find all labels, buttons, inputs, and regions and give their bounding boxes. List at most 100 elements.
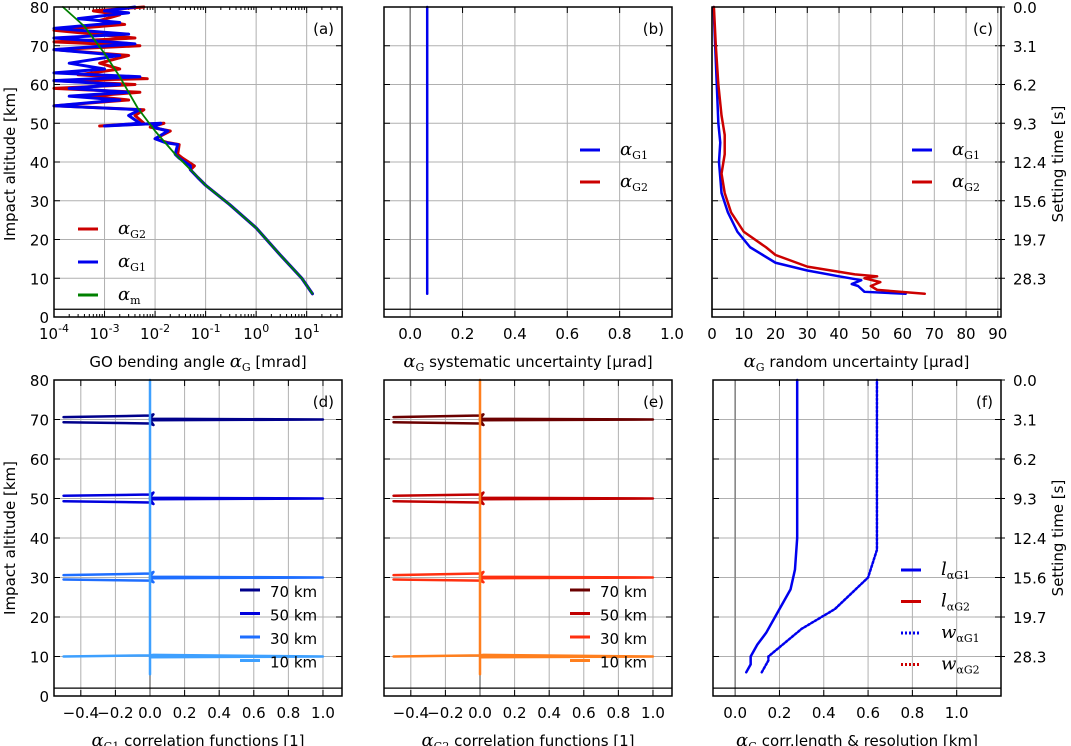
tick-label-x: 70	[925, 325, 944, 343]
tick-label-x: 0.8	[276, 704, 300, 722]
legend-label: αG1	[952, 139, 980, 162]
tick-label-exponent: 1	[313, 322, 320, 335]
plot-frame	[383, 6, 673, 318]
legend-label: αG2	[952, 171, 980, 194]
legend-label-subscript: m	[130, 294, 141, 307]
tick-label-base: 10	[140, 325, 159, 343]
tick-label-x: 10-1	[191, 322, 221, 343]
x-axis-label-subscript: G1	[104, 740, 120, 746]
tick-label-x: 101	[294, 322, 320, 343]
tick-label-y: 60	[30, 77, 49, 95]
tick-label-y: 0	[39, 309, 49, 327]
tick-label-x: 10	[734, 325, 753, 343]
x-axis-label-text: GO bending angle	[89, 353, 229, 371]
legend-label-symbol: α	[118, 218, 130, 239]
legend-label-symbol: α	[620, 139, 632, 160]
tick-label-exponent: -2	[159, 322, 170, 335]
y-axis-label-bottom: Impact altitude [km]	[1, 461, 19, 615]
legend-label-symbol: α	[620, 171, 632, 192]
panel-f: 0.0 0.2 0.4 0.6 0.8 1.0 (f) αG corr.length & re…	[712, 372, 1046, 746]
tick-label-x: 0.8	[900, 704, 924, 722]
panel-e: −0.4−0.2 0.0 0.2 0.4 0.6 0.8 1.0 (e) αG2 correla…	[383, 378, 673, 746]
tick-label-right: 6.2	[1013, 77, 1037, 95]
tick-label-x: 1.0	[641, 704, 665, 722]
x-axis-label-subscript: G	[748, 740, 757, 746]
legend-label: 10 km	[270, 654, 317, 672]
tick-label-x: 1.0	[945, 704, 969, 722]
tick-label-x: 0.2	[503, 704, 527, 722]
tick-label-x: 0.2	[173, 704, 197, 722]
x-axis-label: GO bending angle αG [mrad]	[89, 351, 306, 374]
tick-label-y: 80	[30, 372, 49, 390]
x-axis-label: αG1 correlation functions [1]	[91, 730, 304, 746]
x-axis-label-symbol: α	[403, 351, 415, 372]
tick-label-right: 15.6	[1013, 193, 1046, 211]
x-axis-label-subscript: G	[242, 361, 251, 374]
plot-frame	[383, 379, 673, 697]
legend-label-subscript: αG1	[956, 632, 979, 645]
tick-label-base: 10	[90, 325, 109, 343]
tick-label-x: −0.2	[97, 704, 133, 722]
legend-label: lαG1	[941, 559, 970, 582]
legend-label: αm	[118, 284, 141, 307]
x-axis-label-symbol: α	[230, 351, 242, 372]
tick-label-x: −0.4	[63, 704, 99, 722]
legend-label-symbol: α	[952, 139, 964, 160]
series-line-0	[52, 5, 314, 296]
tick-label-y: 0	[39, 688, 49, 706]
legend-label-symbol: l	[941, 559, 947, 580]
tick-label-x: 0.0	[468, 704, 492, 722]
tick-label-right: 28.3	[1013, 270, 1046, 288]
legend-label: 70 km	[600, 583, 647, 601]
tick-label-x: 0.0	[138, 704, 162, 722]
tick-label-x: 0.4	[537, 704, 561, 722]
plot-frame	[53, 6, 343, 318]
legend-label: αG2	[620, 171, 648, 194]
tick-label-base: 10	[243, 325, 262, 343]
legend-label: αG1	[620, 139, 648, 162]
tick-label-y: 30	[30, 570, 49, 588]
series-line-2	[760, 378, 879, 674]
tick-label-x: 50	[861, 325, 880, 343]
tick-label-right: 12.4	[1013, 154, 1046, 172]
tick-label-base: 10	[39, 325, 58, 343]
tick-label-y: 50	[30, 491, 49, 509]
tick-label-y: 10	[30, 270, 49, 288]
legend-label-subscript: G2	[632, 181, 648, 194]
tick-label-x: 90	[988, 325, 1007, 343]
panel-label: (f)	[976, 393, 993, 411]
x-axis-label-text: random uncertainty [μrad]	[765, 353, 970, 371]
x-axis-label-symbol: α	[736, 730, 748, 746]
x-axis-label-symbol: α	[421, 730, 433, 746]
x-axis-label-text: correlation functions [1]	[119, 732, 304, 746]
tick-label-x: 0.4	[503, 325, 527, 343]
tick-label-x: 0.6	[242, 704, 266, 722]
legend-label-symbol: α	[952, 171, 964, 192]
x-axis-label-text: systematic uncertainty [μrad]	[424, 353, 652, 371]
legend-label: αG2	[118, 218, 146, 241]
panel-c: 0 10 20 30 40 50 60 70 80 90(c)αG random uncertai…	[707, 0, 1046, 374]
panel-label: (b)	[643, 20, 664, 38]
legend-label: 70 km	[270, 583, 317, 601]
tick-label-x: 0.0	[723, 704, 747, 722]
tick-label-x: 20	[766, 325, 785, 343]
series-line-1	[712, 5, 927, 295]
tick-label-right: 0.0	[1013, 0, 1037, 17]
tick-label-right: 28.3	[1013, 649, 1046, 667]
tick-label-y: 40	[30, 154, 49, 172]
x-axis-label-symbol: α	[744, 351, 756, 372]
panel-label: (d)	[313, 393, 334, 411]
x-axis-label-subscript: G2	[434, 740, 450, 746]
tick-label-right: 12.4	[1013, 530, 1046, 548]
panel-label: (c)	[973, 20, 993, 38]
x-axis-label: αG2 correlation functions [1]	[421, 730, 634, 746]
legend-label-subscript: αG2	[956, 664, 979, 677]
legend-label-subscript: G2	[964, 181, 980, 194]
tick-label-right: 19.7	[1013, 232, 1046, 250]
tick-label-x: 1.0	[311, 704, 335, 722]
series-line-1	[52, 5, 314, 296]
tick-label-right: 19.7	[1013, 609, 1046, 627]
tick-label-x: 0.0	[398, 325, 422, 343]
tick-label-right: 3.1	[1013, 412, 1037, 430]
tick-label-x: 30	[798, 325, 817, 343]
